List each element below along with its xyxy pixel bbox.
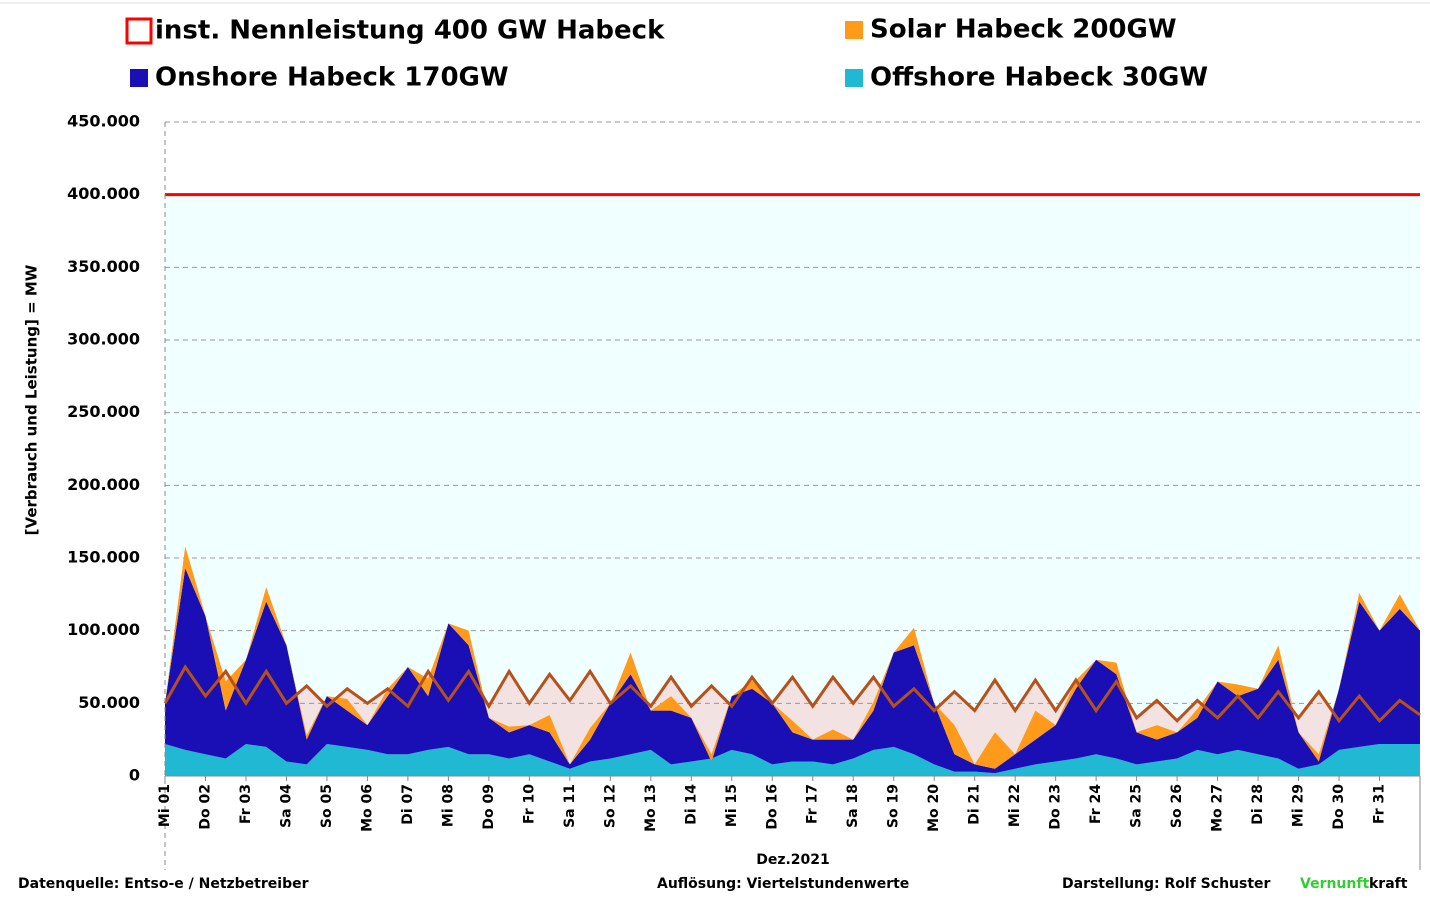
footer-resolution: Auflösung: Viertelstundenwerte — [657, 876, 909, 892]
footer-brand: kraft — [1369, 876, 1408, 892]
x-tick-label: Do 30 — [1331, 784, 1347, 830]
x-tick-label: Di 28 — [1250, 784, 1266, 825]
legend-swatch — [845, 69, 863, 87]
x-tick-label: Di 14 — [683, 784, 699, 825]
series-area — [165, 568, 1420, 774]
y-tick-label: 350.000 — [67, 257, 140, 276]
x-tick-label: Sa 18 — [845, 784, 861, 828]
y-tick-label: 450.000 — [67, 112, 140, 131]
x-tick-label: Fr 24 — [1088, 784, 1104, 824]
x-tick-label: Fr 10 — [521, 784, 537, 824]
x-tick-label: Sa 11 — [562, 784, 578, 828]
y-tick-label: 300.000 — [67, 330, 140, 349]
y-axis-label: [Verbrauch und Leistung] = MW — [23, 264, 41, 535]
x-tick-label: So 12 — [602, 784, 618, 828]
x-tick-label: Do 16 — [764, 784, 780, 830]
x-axis-label: Dez.2021 — [756, 852, 830, 868]
y-tick-label: 0 — [129, 766, 140, 785]
x-tick-label: Mo 06 — [359, 784, 375, 832]
y-tick-label: 50.000 — [78, 693, 140, 712]
footer-brand: Vernunft — [1300, 876, 1369, 892]
x-tick-label: Mo 27 — [1210, 784, 1226, 832]
footer-author: Darstellung: Rolf Schuster — [1062, 876, 1271, 892]
x-tick-label: Fr 31 — [1372, 784, 1388, 824]
y-tick-label: 150.000 — [67, 548, 140, 567]
legend-label: Solar Habeck 200GW — [870, 15, 1177, 45]
x-tick-label: Di 21 — [967, 784, 983, 825]
legend-swatch — [125, 17, 153, 45]
legend-label: Onshore Habeck 170GW — [155, 63, 509, 93]
y-tick-label: 250.000 — [67, 402, 140, 421]
x-tick-label: Do 02 — [197, 784, 213, 830]
series-area — [165, 744, 1420, 776]
x-tick-label: Mi 29 — [1291, 784, 1307, 827]
x-tick-label: Mi 01 — [157, 784, 173, 827]
x-tick-label: So 05 — [319, 784, 335, 828]
x-tick-label: Mi 15 — [724, 784, 740, 827]
x-tick-label: So 26 — [1169, 784, 1185, 828]
legend-label: Offshore Habeck 30GW — [870, 63, 1208, 93]
x-tick-label: So 19 — [886, 784, 902, 828]
x-tick-label: Mo 20 — [926, 784, 942, 832]
legend-swatch — [130, 69, 148, 87]
x-tick-label: Mi 08 — [440, 784, 456, 827]
y-tick-label: 100.000 — [67, 620, 140, 639]
x-tick-label: Fr 17 — [805, 784, 821, 824]
series-area — [165, 546, 1420, 769]
legend-label: inst. Nennleistung 400 GW Habeck — [155, 16, 665, 46]
x-tick-label: Mo 13 — [643, 784, 659, 832]
y-tick-label: 400.000 — [67, 184, 140, 203]
x-tick-label: Mi 22 — [1007, 784, 1023, 827]
x-tick-label: Di 07 — [400, 784, 416, 825]
x-tick-label: Do 09 — [481, 784, 497, 830]
legend-swatch — [845, 21, 863, 39]
x-tick-label: Do 23 — [1048, 784, 1064, 830]
x-tick-label: Sa 04 — [278, 784, 294, 828]
footer-source: Datenquelle: Entso-e / Netzbetreiber — [18, 876, 309, 892]
load-line — [163, 664, 1421, 724]
y-tick-label: 200.000 — [67, 475, 140, 494]
x-tick-label: Fr 03 — [238, 784, 254, 824]
x-tick-label: Sa 25 — [1129, 784, 1145, 828]
